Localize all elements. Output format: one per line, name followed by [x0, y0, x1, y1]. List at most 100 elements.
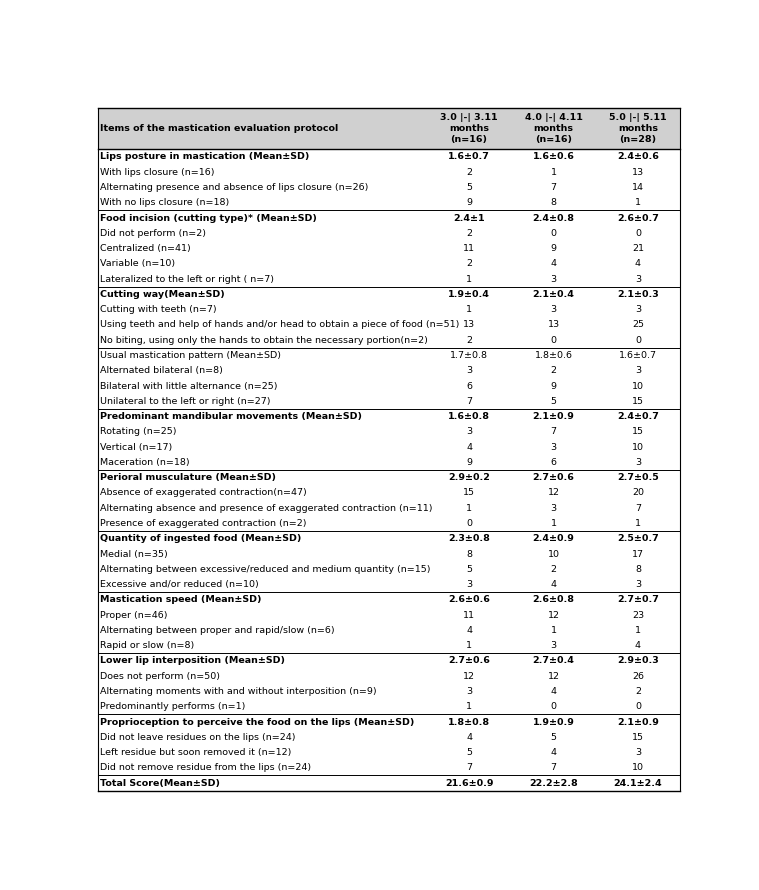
Text: 4: 4 [550, 580, 556, 589]
Text: Lateralized to the left or right ( n=7): Lateralized to the left or right ( n=7) [100, 275, 274, 284]
Text: 15: 15 [463, 489, 475, 498]
Text: 11: 11 [463, 611, 475, 619]
Text: 3: 3 [550, 305, 556, 314]
Text: Variable (n=10): Variable (n=10) [100, 259, 175, 268]
Text: 4: 4 [466, 626, 472, 635]
Text: 7: 7 [635, 504, 641, 513]
Text: 1.6±0.7: 1.6±0.7 [619, 351, 657, 360]
Text: 2.4±0.6: 2.4±0.6 [617, 152, 659, 161]
Text: Medial (n=35): Medial (n=35) [100, 549, 168, 559]
Text: With no lips closure (n=18): With no lips closure (n=18) [100, 198, 229, 207]
Text: Alternating between proper and rapid/slow (n=6): Alternating between proper and rapid/slo… [100, 626, 335, 635]
Text: Lips posture in mastication (Mean±SD): Lips posture in mastication (Mean±SD) [100, 152, 310, 161]
Text: 2.6±0.8: 2.6±0.8 [533, 595, 575, 604]
Text: 2: 2 [466, 259, 472, 268]
Text: 2.1±0.3: 2.1±0.3 [617, 290, 659, 299]
Text: 14: 14 [632, 183, 644, 192]
Text: 1.9±0.9: 1.9±0.9 [533, 717, 575, 726]
Text: No biting, using only the hands to obtain the necessary portion(n=2): No biting, using only the hands to obtai… [100, 336, 428, 344]
Text: 2.7±0.5: 2.7±0.5 [617, 473, 659, 482]
Text: 1: 1 [466, 275, 472, 284]
Text: 8: 8 [466, 549, 472, 559]
Text: 5: 5 [550, 397, 556, 406]
Text: 7: 7 [466, 397, 472, 406]
Text: 13: 13 [547, 320, 559, 329]
Text: 15: 15 [632, 427, 644, 436]
Text: Proper (n=46): Proper (n=46) [100, 611, 168, 619]
Text: 1: 1 [635, 198, 641, 207]
Text: Perioral musculature (Mean±SD): Perioral musculature (Mean±SD) [100, 473, 276, 482]
Text: 3: 3 [466, 427, 472, 436]
Text: 2: 2 [466, 336, 472, 344]
Text: 12: 12 [547, 489, 559, 498]
Text: 3: 3 [635, 275, 641, 284]
Text: 1.8±0.8: 1.8±0.8 [448, 717, 490, 726]
Text: 5: 5 [466, 748, 472, 757]
Text: 7: 7 [466, 764, 472, 773]
Text: 1.6±0.6: 1.6±0.6 [533, 152, 575, 161]
Text: 1.6±0.7: 1.6±0.7 [448, 152, 490, 161]
Text: 8: 8 [635, 565, 641, 574]
Text: 1: 1 [635, 626, 641, 635]
Text: 3: 3 [550, 442, 556, 451]
Text: 23: 23 [632, 611, 644, 619]
Text: 3: 3 [550, 275, 556, 284]
Text: 12: 12 [547, 611, 559, 619]
Text: 2.9±0.3: 2.9±0.3 [617, 657, 659, 666]
Text: 4: 4 [550, 259, 556, 268]
Text: Alternated bilateral (n=8): Alternated bilateral (n=8) [100, 367, 223, 376]
Text: 10: 10 [632, 442, 644, 451]
Text: 3: 3 [550, 504, 556, 513]
Text: 2: 2 [635, 687, 641, 696]
Text: 0: 0 [635, 229, 641, 238]
Text: 3: 3 [635, 305, 641, 314]
Text: 2.7±0.6: 2.7±0.6 [448, 657, 490, 666]
Text: 1: 1 [635, 519, 641, 528]
Text: 4: 4 [550, 687, 556, 696]
Text: 1.9±0.4: 1.9±0.4 [448, 290, 490, 299]
Text: 3.0 |-| 3.11
months
(n=16): 3.0 |-| 3.11 months (n=16) [440, 113, 498, 144]
Text: 2.4±0.9: 2.4±0.9 [533, 534, 575, 543]
Text: 10: 10 [632, 382, 644, 391]
Text: 1.8±0.6: 1.8±0.6 [534, 351, 572, 360]
Text: With lips closure (n=16): With lips closure (n=16) [100, 167, 215, 177]
Text: 2: 2 [466, 167, 472, 177]
Text: 3: 3 [466, 687, 472, 696]
Text: 13: 13 [463, 320, 475, 329]
Text: 15: 15 [632, 732, 644, 741]
Text: 8: 8 [550, 198, 556, 207]
Text: Proprioception to perceive the food on the lips (Mean±SD): Proprioception to perceive the food on t… [100, 717, 414, 726]
Text: 9: 9 [550, 244, 556, 253]
Text: 4: 4 [466, 442, 472, 451]
Text: Does not perform (n=50): Does not perform (n=50) [100, 672, 220, 681]
Text: 12: 12 [547, 672, 559, 681]
Text: 2.1±0.4: 2.1±0.4 [533, 290, 575, 299]
Text: Bilateral with little alternance (n=25): Bilateral with little alternance (n=25) [100, 382, 278, 391]
Text: 0: 0 [550, 229, 556, 238]
Text: Total Score(Mean±SD): Total Score(Mean±SD) [100, 779, 220, 788]
Text: Alternating between excessive/reduced and medium quantity (n=15): Alternating between excessive/reduced an… [100, 565, 430, 574]
Text: 1: 1 [550, 167, 556, 177]
Text: 20: 20 [632, 489, 644, 498]
Text: 3: 3 [635, 457, 641, 467]
Text: 4: 4 [635, 259, 641, 268]
Text: Quantity of ingested food (Mean±SD): Quantity of ingested food (Mean±SD) [100, 534, 301, 543]
Text: 2.3±0.8: 2.3±0.8 [448, 534, 490, 543]
Text: 2.1±0.9: 2.1±0.9 [617, 717, 659, 726]
Text: Vertical (n=17): Vertical (n=17) [100, 442, 172, 451]
Text: Alternating absence and presence of exaggerated contraction (n=11): Alternating absence and presence of exag… [100, 504, 433, 513]
Text: 5.0 |-| 5.11
months
(n=28): 5.0 |-| 5.11 months (n=28) [609, 113, 666, 144]
Text: 1: 1 [466, 305, 472, 314]
Text: 22.2±2.8: 22.2±2.8 [529, 779, 578, 788]
Text: 10: 10 [632, 764, 644, 773]
Text: Maceration (n=18): Maceration (n=18) [100, 457, 190, 467]
Text: 3: 3 [550, 641, 556, 650]
Text: Excessive and/or reduced (n=10): Excessive and/or reduced (n=10) [100, 580, 259, 589]
Text: 2.6±0.6: 2.6±0.6 [448, 595, 490, 604]
Bar [98, 109, 680, 150]
Text: 24.1±2.4: 24.1±2.4 [613, 779, 663, 788]
Text: 1: 1 [466, 702, 472, 711]
Text: 26: 26 [632, 672, 644, 681]
Text: 9: 9 [550, 382, 556, 391]
Text: Unilateral to the left or right (n=27): Unilateral to the left or right (n=27) [100, 397, 271, 406]
